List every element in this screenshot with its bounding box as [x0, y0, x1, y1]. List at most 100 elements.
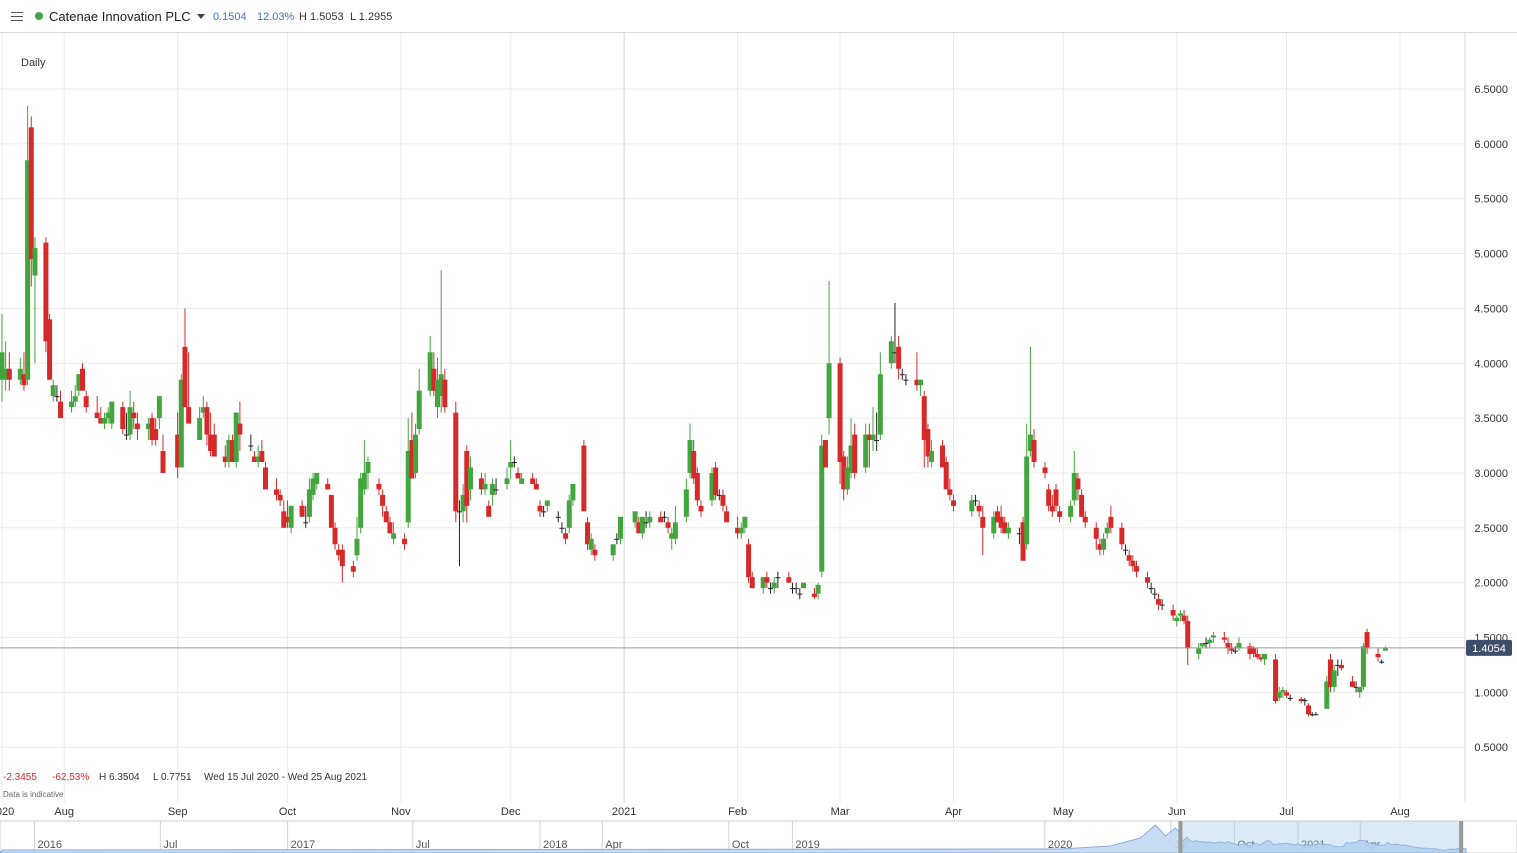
candle	[994, 505, 1000, 523]
y-tick-label: 0.5000	[1474, 742, 1508, 754]
candle-body	[1225, 642, 1231, 649]
candle-body	[764, 577, 770, 583]
candle-body	[1134, 566, 1140, 572]
navigator-handle-left[interactable]	[1178, 821, 1183, 853]
y-tick-label: 1.0000	[1474, 687, 1508, 699]
candle	[1108, 505, 1114, 534]
candle-body	[123, 434, 129, 436]
candle	[314, 472, 320, 490]
candle	[1053, 483, 1059, 512]
candle-body	[610, 544, 616, 556]
candle	[1375, 648, 1381, 662]
menu-icon[interactable]	[11, 12, 23, 21]
candle	[698, 500, 704, 517]
candle	[943, 456, 949, 490]
x-tick-label: Jul	[1280, 806, 1294, 818]
candle	[914, 352, 920, 391]
candle	[237, 401, 243, 452]
candle-body	[28, 127, 34, 260]
candle	[508, 440, 514, 479]
candle-body	[456, 511, 462, 513]
candle-body	[533, 483, 539, 490]
candle	[6, 352, 12, 391]
candle-body	[94, 412, 100, 419]
candle	[929, 440, 935, 468]
candle-body	[760, 577, 766, 589]
candle-body	[1284, 692, 1290, 696]
candle	[1152, 588, 1158, 600]
candle	[1123, 544, 1129, 556]
candle	[339, 544, 345, 583]
interval-label[interactable]: Daily	[21, 57, 46, 69]
candle-body	[768, 588, 774, 590]
candle-body	[874, 440, 880, 442]
candle-body	[383, 511, 389, 523]
candle-body	[643, 522, 649, 524]
candle	[896, 335, 902, 380]
candle-body	[0, 352, 5, 380]
candle	[204, 401, 210, 446]
candle	[1126, 549, 1132, 567]
candle	[504, 467, 510, 490]
x-tick-label: Jun	[1168, 806, 1186, 818]
candle-body	[852, 434, 858, 473]
chevron-down-icon[interactable]	[197, 14, 205, 19]
candle	[332, 522, 338, 550]
candle-body	[288, 505, 294, 528]
candle-body	[281, 511, 287, 528]
candle	[1159, 599, 1165, 611]
y-axis: 6.5000 6.0000 5.5000 5.0000 4.5000 4.0000 3.50…	[1474, 84, 1508, 754]
footer-change: -2.3455	[3, 772, 37, 783]
candle-body	[793, 588, 799, 590]
candle-body	[339, 549, 345, 567]
candle	[182, 308, 188, 408]
candle-body	[800, 582, 806, 589]
navigator-label: 2020	[1048, 839, 1072, 851]
candle	[658, 511, 664, 523]
candle-body	[211, 434, 217, 457]
candle-body	[478, 478, 484, 490]
candle	[841, 451, 847, 501]
x-tick-label: Aug	[54, 806, 74, 818]
candle	[1196, 642, 1202, 660]
candle	[1254, 648, 1260, 660]
candle	[844, 456, 850, 495]
candle-body	[208, 434, 214, 452]
candle-body	[69, 401, 75, 408]
navigator-handle-right[interactable]	[1459, 821, 1464, 853]
candle-body	[632, 511, 638, 523]
candle-body	[669, 533, 675, 539]
candle-body	[991, 516, 997, 534]
candle-body	[1170, 610, 1176, 616]
candle	[1130, 555, 1136, 572]
candle-body	[592, 549, 598, 556]
candle-body	[6, 368, 12, 380]
candle	[486, 500, 492, 517]
instrument-name[interactable]: Catenae Innovation PLC	[49, 9, 191, 24]
candle	[47, 313, 53, 380]
candle-body	[925, 429, 931, 457]
candle-body	[537, 505, 543, 512]
candle-body	[1324, 681, 1330, 709]
candle	[3, 341, 9, 391]
candle-body	[1251, 648, 1257, 654]
candle	[262, 461, 268, 490]
navigator-label: 2019	[795, 839, 819, 851]
candle	[1185, 615, 1191, 665]
navigator-label: 2016	[38, 839, 62, 851]
candle	[1379, 659, 1385, 664]
candle	[972, 494, 978, 506]
candle	[888, 335, 894, 369]
candle	[632, 511, 638, 528]
candle-body	[467, 467, 473, 490]
candle	[588, 533, 594, 556]
candle	[815, 582, 821, 600]
candle	[226, 434, 232, 468]
footer-high: H 6.3504	[99, 772, 140, 783]
candle-body	[929, 451, 935, 462]
candle	[1097, 538, 1103, 556]
candle	[1005, 522, 1011, 539]
candle-body	[870, 434, 876, 441]
candle-body	[994, 511, 1000, 523]
